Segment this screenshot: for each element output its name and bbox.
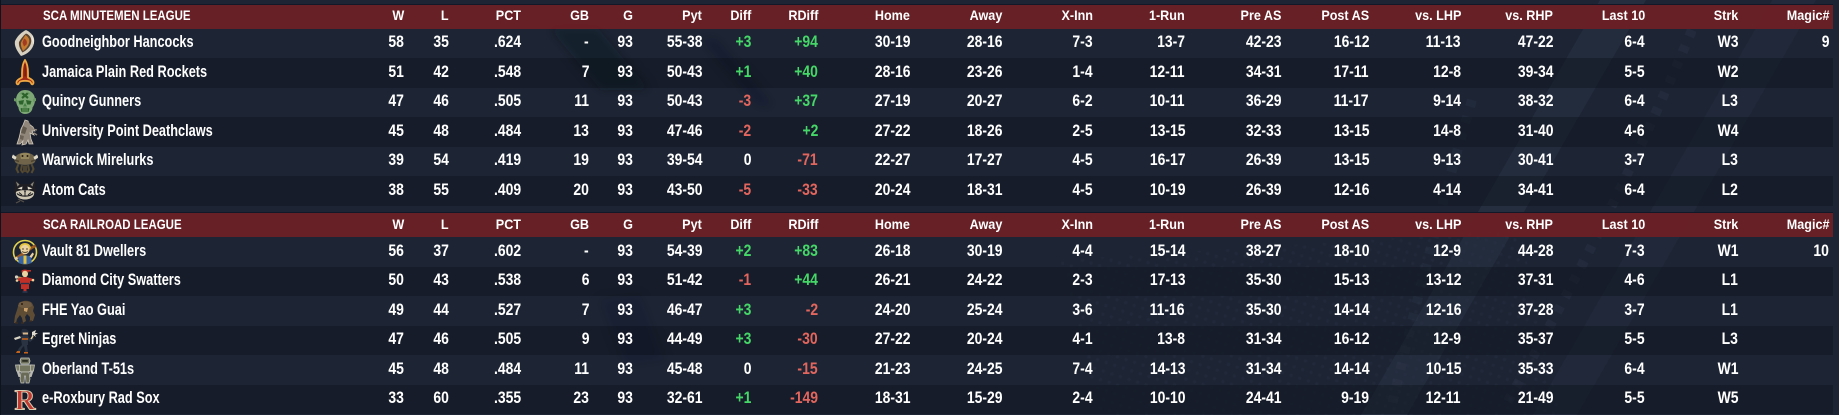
svg-text:R: R	[15, 385, 37, 413]
